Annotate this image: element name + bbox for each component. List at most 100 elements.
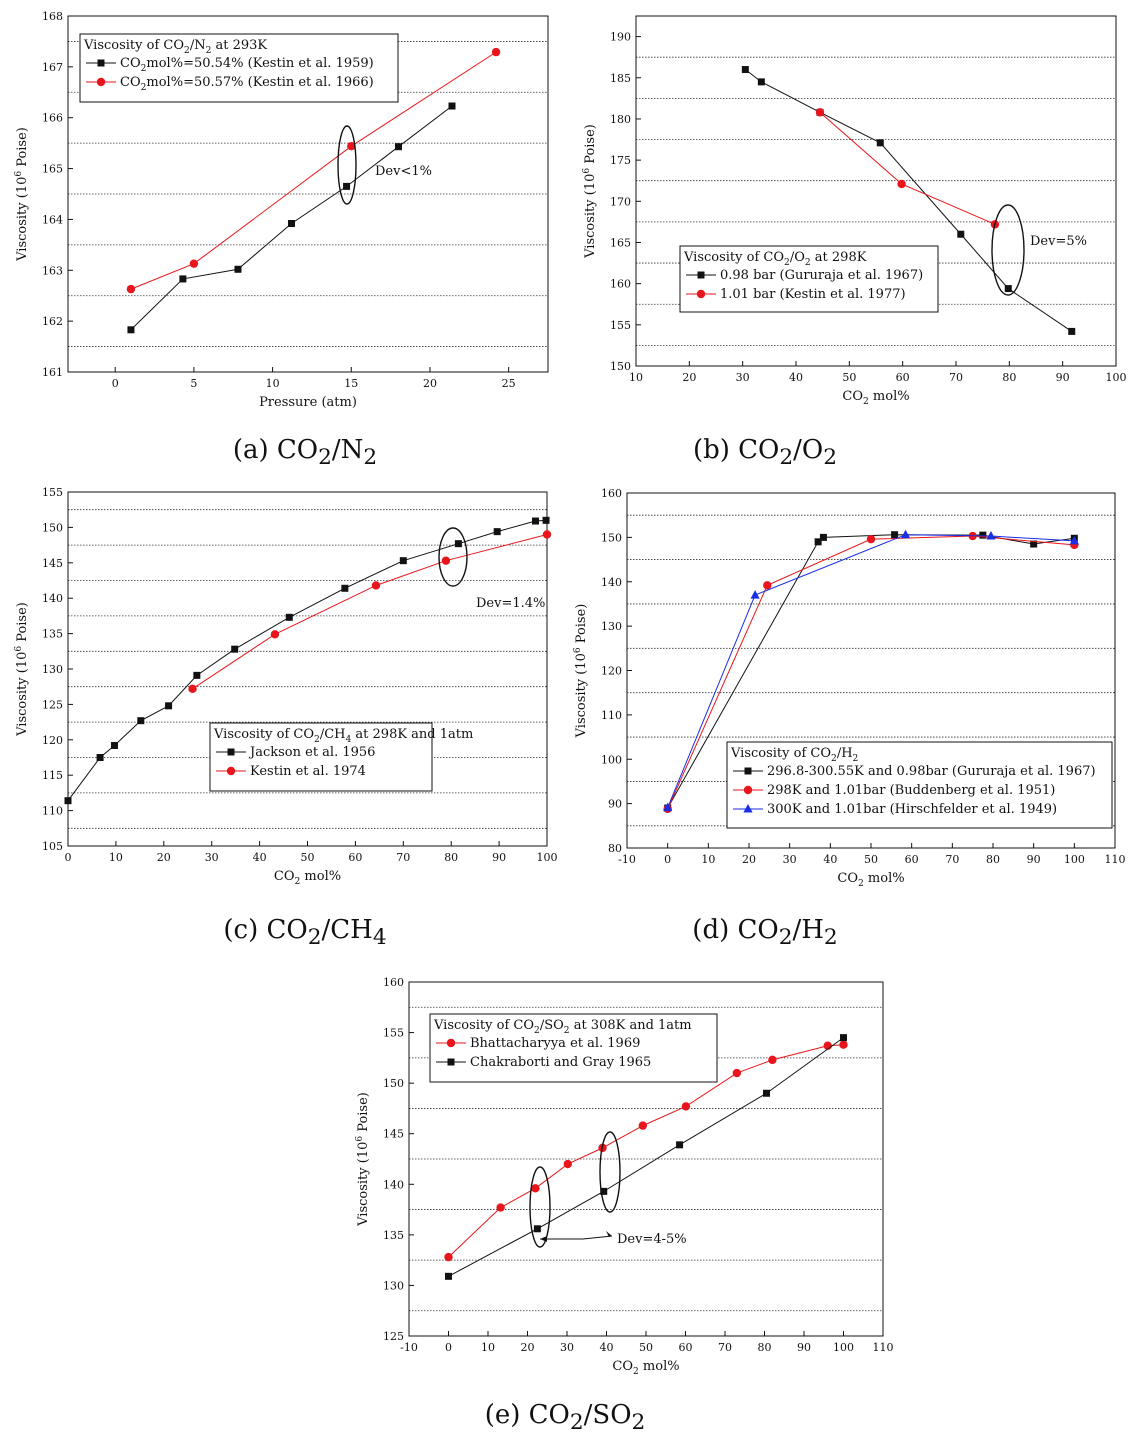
x-tick-label: 70 — [396, 851, 410, 864]
data-point — [371, 581, 381, 590]
y-tick-label: 180 — [610, 113, 631, 126]
caption-d: (d) CO2/H2 — [692, 915, 838, 951]
data-point — [179, 275, 187, 283]
y-tick-label: 130 — [601, 620, 622, 633]
series-line — [819, 111, 996, 225]
y-tick-label: 140 — [601, 576, 622, 589]
y-tick-label: 162 — [42, 315, 63, 328]
data-point — [840, 1034, 847, 1042]
data-point — [732, 1068, 742, 1078]
legend-entry: 1.01 bar (Kestin et al. 1977) — [720, 287, 906, 302]
data-point — [165, 702, 173, 710]
y-tick-label: 125 — [383, 1330, 404, 1343]
data-point — [1004, 285, 1012, 293]
data-point — [444, 1252, 453, 1262]
data-point — [454, 540, 462, 548]
data-point — [110, 741, 118, 749]
data-point — [839, 1040, 848, 1049]
data-point — [663, 802, 673, 812]
x-tick-label: 0 — [65, 851, 72, 864]
legend-marker — [227, 748, 235, 756]
data-point — [270, 630, 280, 639]
x-tick-label: 70 — [945, 853, 959, 866]
legend-marker — [743, 804, 753, 813]
y-tick-label: 120 — [601, 665, 622, 678]
y-tick-label: 125 — [42, 698, 63, 711]
x-tick-label: -10 — [400, 1341, 418, 1354]
data-point — [399, 557, 407, 565]
y-axis-label: Viscosity (106 Poise) — [14, 127, 30, 262]
x-tick-label: 30 — [560, 1341, 574, 1354]
plot-frame — [67, 15, 549, 373]
legend-box — [429, 1013, 718, 1083]
legend-box — [79, 33, 399, 103]
y-tick-label: 105 — [42, 840, 63, 853]
y-tick-label: 170 — [610, 195, 631, 208]
legend-marker — [226, 766, 236, 776]
x-tick-label: 50 — [639, 1341, 653, 1354]
x-axis-label: CO2​ mol% — [274, 869, 341, 887]
legend-title: Viscosity of CO2​/CH4​ at 298K and 1atm — [213, 727, 473, 745]
legend-entry: 0.98 bar (Gururaja et al. 1967) — [720, 268, 923, 283]
data-point — [496, 1203, 505, 1212]
legend-entry: 296.8-300.55K and 0.98bar (Gururaja et a… — [767, 764, 1096, 779]
legend-entry: CO2​mol%=50.54% (Kestin et al. 1959) — [120, 56, 374, 74]
y-tick-label: 166 — [42, 112, 63, 125]
caption-c: (c) CO2/CH4 — [223, 915, 387, 951]
caption-b: (b) CO2/O2 — [692, 435, 838, 471]
data-point — [815, 108, 825, 117]
x-tick-label: 0 — [664, 853, 671, 866]
y-tick-label: 150 — [42, 521, 63, 534]
legend-title: Viscosity of CO2​/O2​ at 298K — [683, 250, 867, 268]
data-point — [1068, 327, 1076, 335]
data-point — [757, 78, 765, 86]
data-point — [542, 530, 552, 539]
legend-marker — [743, 785, 753, 795]
x-tick-label: 20 — [157, 851, 171, 864]
data-point — [600, 1187, 608, 1195]
legend-box — [679, 245, 939, 313]
y-tick-label: 163 — [42, 264, 63, 277]
legend-marker — [446, 1038, 456, 1048]
data-point — [763, 581, 772, 590]
legend: Viscosity of CO2​/N2​ at 293KCO2​mol%=50… — [79, 33, 399, 103]
legend: Viscosity of CO2​/H2​296.8-300.55K and 0… — [726, 741, 1113, 829]
x-axis-label: Pressure (atm) — [259, 395, 357, 410]
x-tick-label: 20 — [423, 377, 437, 390]
series-line — [192, 533, 548, 690]
x-tick-label: 70 — [949, 371, 963, 384]
y-tick-label: 145 — [42, 557, 63, 570]
y-axis-label: Viscosity (106 Poise) — [14, 602, 30, 737]
legend-title: Viscosity of CO2​/SO2​ at 308K and 1atm — [433, 1018, 692, 1036]
y-tick-label: 135 — [383, 1229, 404, 1242]
data-point — [762, 1089, 770, 1097]
data-point — [193, 671, 201, 679]
data-point — [979, 531, 987, 539]
data-point — [234, 265, 242, 273]
data-point — [126, 284, 136, 294]
x-tick-label: 80 — [1002, 371, 1016, 384]
data-point — [897, 179, 906, 189]
legend-entry: Chakraborti and Gray 1965 — [470, 1055, 651, 1070]
data-point — [900, 529, 911, 539]
x-tick-label: 60 — [348, 851, 362, 864]
annotation-arrowhead — [606, 1231, 612, 1237]
data-point — [876, 139, 884, 147]
y-tick-label: 155 — [383, 1027, 404, 1040]
y-tick-label: 90 — [608, 798, 622, 811]
data-point — [341, 584, 349, 592]
y-axis-label: Viscosity (106 Poise) — [355, 1092, 371, 1227]
x-tick-label: 40 — [823, 853, 837, 866]
data-point — [676, 1141, 684, 1149]
data-point — [1030, 540, 1038, 548]
data-point — [542, 516, 550, 524]
y-tick-label: 155 — [610, 319, 631, 332]
data-point — [394, 143, 402, 151]
x-tick-label: 10 — [629, 371, 643, 384]
y-tick-label: 165 — [610, 236, 631, 249]
x-tick-label: 60 — [896, 371, 910, 384]
y-tick-label: 164 — [42, 213, 63, 226]
highlight-ellipse — [991, 204, 1025, 296]
x-axis-label: CO2​ mol% — [842, 389, 909, 407]
x-tick-label: 90 — [1027, 853, 1041, 866]
